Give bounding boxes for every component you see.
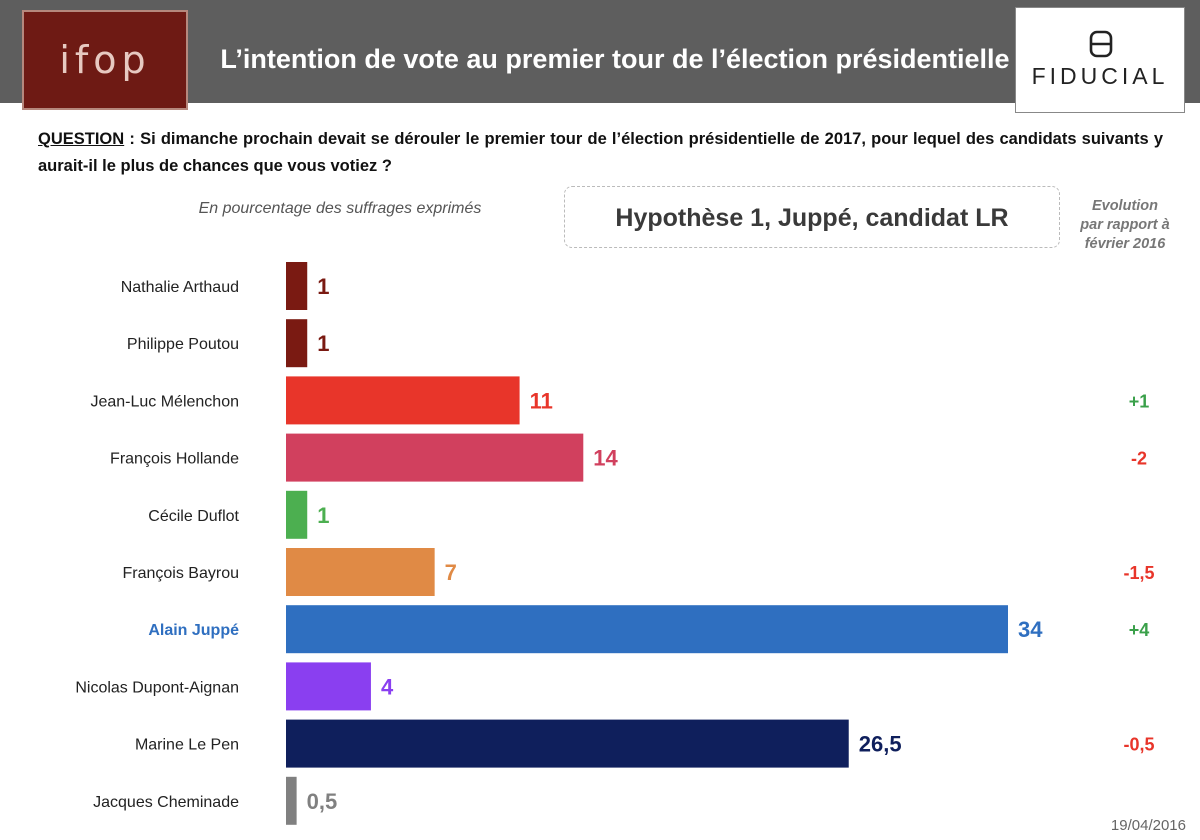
bar <box>286 776 297 825</box>
value-label: 14 <box>593 446 618 471</box>
evolution-label: +4 <box>1129 620 1150 640</box>
bar <box>286 262 308 310</box>
category-label: Cécile Duflot <box>148 508 239 525</box>
question-body: : Si dimanche prochain devait se déroule… <box>38 130 1163 175</box>
fiducial-logo: FIDUCIAL <box>1015 7 1185 113</box>
category-label: Jacques Cheminade <box>93 794 239 811</box>
category-label: François Hollande <box>110 451 239 468</box>
value-label: 0,5 <box>307 789 338 814</box>
value-label: 1 <box>317 331 329 356</box>
value-label: 1 <box>317 274 329 299</box>
bar <box>286 490 308 539</box>
evolution-label: -0,5 <box>1123 735 1154 755</box>
ifop-logo: ifop <box>22 10 188 110</box>
evolution-label: -2 <box>1131 449 1147 469</box>
bar <box>286 319 308 368</box>
page-title: L’intention de vote au premier tour de l… <box>220 44 1010 74</box>
value-label: 1 <box>317 503 329 528</box>
bar <box>286 605 1008 654</box>
evolution-label: +1 <box>1129 391 1150 411</box>
value-label: 11 <box>530 388 553 413</box>
bar <box>286 376 520 425</box>
category-label: François Bayrou <box>123 565 240 582</box>
bar <box>286 719 849 768</box>
category-label: Nicolas Dupont-Aignan <box>75 679 239 696</box>
value-label: 26,5 <box>859 732 902 757</box>
value-label: 34 <box>1018 617 1043 642</box>
evolution-label: -1,5 <box>1123 563 1154 583</box>
subtitle: En pourcentage des suffrages exprimés <box>198 200 482 217</box>
value-label: 7 <box>445 560 457 585</box>
hypothesis-box: Hypothèse 1, Juppé, candidat LR <box>564 186 1060 248</box>
category-label: Philippe Poutou <box>127 336 239 353</box>
bar <box>286 662 371 711</box>
header-bar <box>0 0 1200 103</box>
category-label: Jean-Luc Mélenchon <box>90 393 239 410</box>
evolution-header: Evolution par rapport à février 2016 <box>1080 198 1170 252</box>
bar <box>286 433 584 482</box>
bar <box>286 548 435 596</box>
question-text: QUESTION : Si dimanche prochain devait s… <box>38 126 1163 180</box>
value-label: 4 <box>381 674 394 699</box>
fiducial-mark-icon <box>1089 30 1113 58</box>
category-label: Alain Juppé <box>148 622 239 639</box>
category-label: Marine Le Pen <box>135 737 239 754</box>
question-label: QUESTION <box>38 130 125 148</box>
fiducial-logo-text: FIDUCIAL <box>1031 63 1169 89</box>
category-label: Nathalie Arthaud <box>121 279 239 296</box>
date-label: 19/04/2016 <box>1110 817 1186 834</box>
